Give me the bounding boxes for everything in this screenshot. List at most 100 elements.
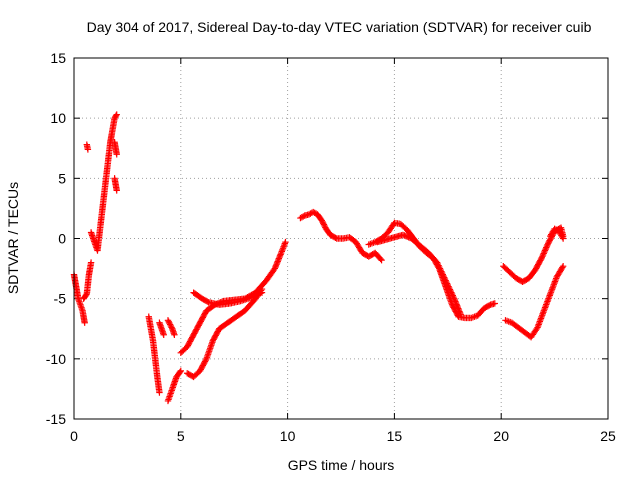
data-point [181, 346, 188, 353]
data-point [456, 309, 464, 317]
series-arc-f [111, 139, 120, 158]
data-point [552, 226, 560, 233]
data-point [209, 339, 216, 346]
data-point [166, 321, 174, 328]
data-point [438, 269, 446, 277]
data-point [311, 209, 318, 217]
data-point [443, 280, 451, 287]
data-point [512, 322, 519, 329]
data-point [478, 307, 486, 314]
data-point [542, 245, 549, 253]
data-point [113, 149, 120, 156]
data-point [82, 291, 90, 299]
data-point [194, 370, 201, 377]
data-point [159, 330, 167, 337]
data-point [441, 274, 448, 281]
data-point [438, 268, 445, 275]
y-tick-label: -10 [46, 351, 66, 367]
data-point [316, 214, 324, 222]
x-tick-label: 0 [70, 428, 78, 444]
data-point [156, 387, 163, 395]
data-point [543, 244, 550, 251]
x-tick-label: 25 [600, 428, 616, 444]
data-point [84, 144, 91, 152]
data-point [446, 286, 454, 293]
data-point [446, 284, 453, 292]
data-point [396, 220, 403, 227]
data-point [414, 240, 421, 247]
data-point [530, 268, 537, 276]
data-point [195, 322, 202, 329]
data-point [490, 300, 497, 308]
x-axis-ticks: 0 5 10 15 20 25 [70, 58, 616, 444]
data-point [350, 236, 357, 244]
data-point [330, 233, 338, 241]
data-point [281, 240, 289, 247]
chart-title: Day 304 of 2017, Sidereal Day-to-day VTE… [87, 19, 592, 35]
data-point [175, 370, 183, 377]
data-point [503, 266, 511, 273]
y-tick-label: -5 [54, 291, 67, 307]
data-point [81, 318, 88, 325]
series-arc-b [80, 259, 95, 302]
data-point [166, 319, 173, 327]
series-arc-g [145, 313, 163, 396]
data-point [540, 250, 547, 257]
data-point [167, 322, 175, 330]
data-point [235, 298, 243, 305]
data-point [188, 334, 196, 341]
data-point [546, 292, 553, 299]
data-point [510, 272, 517, 280]
data-point [304, 211, 311, 219]
data-point [320, 220, 327, 227]
data-point [320, 221, 328, 228]
data-point [260, 279, 268, 287]
data-point [277, 251, 284, 258]
x-axis-title: GPS time / hours [288, 457, 395, 473]
data-point [448, 289, 455, 296]
data-point [357, 247, 364, 254]
series-arc-h [156, 319, 167, 338]
data-point [544, 241, 551, 248]
data-point [537, 255, 545, 263]
y-tick-label: -15 [46, 411, 66, 427]
data-point [82, 293, 89, 300]
data-point [239, 309, 246, 316]
series-arc-d [87, 111, 120, 254]
data-point [539, 253, 546, 260]
data-point [558, 265, 565, 273]
data-point [541, 248, 548, 256]
data-point [170, 330, 178, 337]
data-point [437, 266, 444, 274]
data-point [444, 281, 451, 289]
data-point [404, 233, 411, 240]
data-point [543, 243, 551, 250]
data-point [389, 222, 396, 229]
data-point [552, 275, 560, 282]
data-point [539, 251, 547, 259]
series-arc-j [164, 367, 184, 405]
data-point [325, 229, 332, 236]
y-tick-label: 0 [58, 231, 66, 247]
series-arc-l [190, 289, 266, 308]
data-point [250, 297, 257, 305]
data-point [113, 185, 120, 193]
series-arc-p [374, 231, 464, 318]
data-point [201, 358, 209, 365]
data-point [91, 239, 99, 247]
data-point [164, 317, 172, 324]
y-axis-title: SDTVAR / TECUs [5, 182, 21, 294]
series-arc-c [83, 141, 92, 153]
x-tick-label: 20 [493, 428, 509, 444]
data-point [435, 262, 442, 269]
data-point [74, 293, 82, 301]
data-points [70, 111, 567, 405]
series-arc-n [297, 208, 385, 264]
data-point [532, 327, 539, 334]
x-tick-label: 10 [280, 428, 296, 444]
data-point [436, 263, 443, 271]
data-point [405, 234, 412, 241]
data-point [445, 283, 452, 290]
data-point [112, 113, 119, 121]
